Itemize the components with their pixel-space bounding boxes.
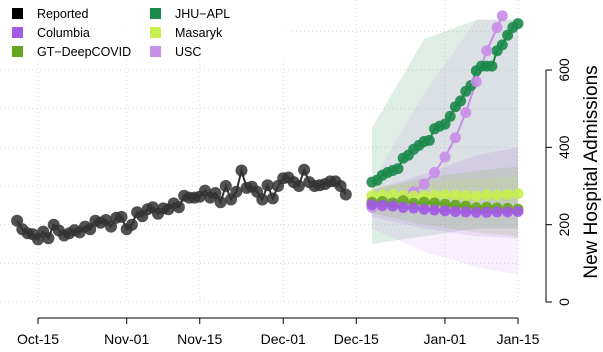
point-columbia — [439, 205, 451, 217]
point-columbia — [470, 206, 482, 218]
x-tick-label: Dec-01 — [261, 331, 306, 347]
x-tick-label: Nov-15 — [177, 331, 222, 347]
point-usc — [449, 132, 461, 144]
legend-swatch — [12, 27, 23, 38]
point-jhu-apl — [486, 60, 498, 72]
point-reported — [125, 218, 138, 231]
point-columbia — [481, 206, 493, 218]
point-masaryk — [512, 188, 524, 200]
plot-area — [11, 10, 524, 275]
point-jhu-apl — [502, 29, 514, 41]
point-columbia — [376, 199, 388, 211]
point-usc — [429, 167, 440, 178]
axes: Oct-15 Nov-01 Nov-15 Dec-01 Dec-15 Jan-01 Jan-… — [17, 58, 572, 347]
series-points — [11, 10, 524, 246]
point-reported — [266, 192, 279, 205]
point-jhu-apl — [392, 163, 404, 175]
y-tick-label: 600 — [556, 58, 572, 82]
band-jhu-apl — [371, 19, 518, 245]
point-usc — [439, 151, 451, 163]
point-columbia — [502, 206, 514, 218]
point-masaryk — [429, 189, 440, 201]
x-tick-label: Jan-15 — [497, 331, 540, 347]
legend-background — [0, 0, 290, 58]
point-masaryk — [449, 189, 461, 201]
legend-label: Columbia — [37, 26, 90, 40]
point-reported — [214, 196, 227, 209]
point-reported — [230, 185, 243, 198]
point-columbia — [429, 204, 440, 216]
point-reported — [235, 164, 248, 177]
point-columbia — [460, 206, 472, 218]
legend-label: Masaryk — [175, 26, 223, 40]
legend-label: JHU−APL — [175, 7, 230, 21]
point-reported — [298, 163, 311, 176]
point-usc — [491, 22, 503, 33]
legend-swatch — [150, 8, 161, 19]
point-jhu-apl — [423, 134, 435, 146]
point-usc — [496, 10, 508, 22]
point-masaryk — [481, 189, 493, 201]
point-reported — [339, 188, 352, 201]
point-usc — [460, 107, 472, 118]
legend-label: GT−DeepCOVID — [37, 45, 131, 59]
point-usc — [418, 178, 430, 190]
point-masaryk — [439, 189, 451, 201]
y-axis-title: New Hospital Admissions — [581, 65, 602, 278]
point-masaryk — [460, 190, 472, 202]
point-reported — [256, 193, 269, 206]
point-masaryk — [502, 189, 514, 200]
x-tick-label: Jan-01 — [424, 331, 467, 347]
point-columbia — [408, 202, 420, 214]
x-tick-label: Nov-01 — [104, 331, 149, 347]
point-masaryk — [387, 189, 399, 200]
point-jhu-apl — [439, 118, 451, 130]
point-columbia — [491, 206, 503, 218]
point-jhu-apl — [496, 39, 508, 51]
legend: Reported Columbia GT−DeepCOVID JHU−APL Masar… — [0, 0, 290, 59]
y-tick-label: 0 — [556, 298, 572, 306]
point-reported — [292, 180, 305, 192]
point-reported — [115, 210, 128, 223]
uncertainty-bands — [371, 19, 518, 275]
point-columbia — [397, 201, 409, 213]
legend-swatch — [150, 27, 161, 38]
legend-swatch — [150, 46, 161, 57]
point-reported — [172, 201, 185, 214]
point-columbia — [366, 199, 378, 211]
point-jhu-apl — [444, 110, 456, 122]
point-reported — [261, 179, 274, 192]
point-masaryk — [491, 189, 503, 201]
point-reported — [105, 220, 117, 233]
point-jhu-apl — [455, 95, 467, 107]
legend-swatch — [12, 8, 23, 19]
point-reported — [209, 187, 222, 199]
point-usc — [470, 76, 482, 88]
y-tick-label: 200 — [556, 213, 572, 237]
legend-swatch — [12, 46, 23, 57]
point-jhu-apl — [512, 18, 524, 30]
point-columbia — [418, 203, 430, 215]
legend-label: USC — [175, 45, 201, 59]
point-masaryk — [470, 190, 482, 202]
y-tick-label: 400 — [556, 135, 572, 159]
x-tick-label: Oct-15 — [17, 331, 59, 347]
point-reported — [42, 232, 55, 245]
point-columbia — [387, 200, 399, 212]
x-tick-label: Dec-15 — [334, 331, 379, 347]
point-columbia — [449, 206, 461, 217]
point-columbia — [512, 206, 524, 217]
legend-label: Reported — [37, 7, 88, 21]
grid — [0, 0, 520, 303]
point-reported — [219, 180, 232, 192]
point-usc — [481, 45, 493, 57]
